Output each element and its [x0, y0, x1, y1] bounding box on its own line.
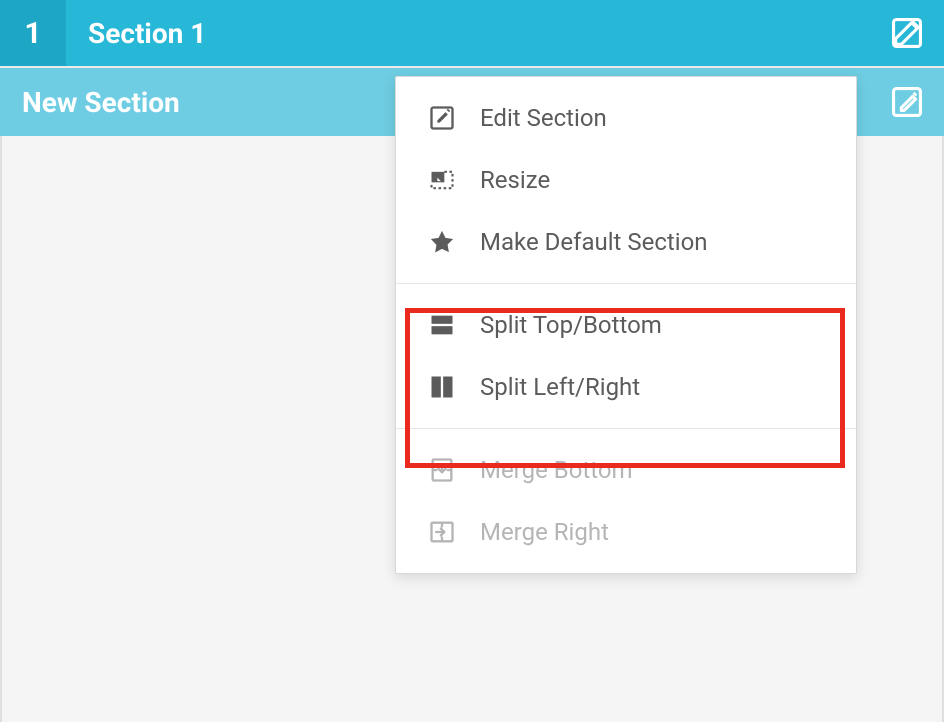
menu-item-label: Split Top/Bottom	[480, 311, 662, 339]
menu-item-label: Resize	[480, 166, 550, 194]
menu-item-make-default[interactable]: Make Default Section	[396, 211, 856, 273]
menu-item-label: Edit Section	[480, 104, 607, 132]
menu-item-split-top-bottom[interactable]: Split Top/Bottom	[396, 294, 856, 356]
edit-icon	[890, 85, 924, 119]
menu-item-label: Make Default Section	[480, 228, 708, 256]
menu-item-label: Split Left/Right	[480, 373, 640, 401]
menu-item-label: Merge Right	[480, 518, 609, 546]
split-horizontal-icon	[426, 309, 458, 341]
edit-icon	[426, 102, 458, 134]
split-vertical-icon	[426, 371, 458, 403]
menu-item-split-left-right[interactable]: Split Left/Right	[396, 356, 856, 418]
section-context-menu: Edit Section Resize Make	[395, 76, 857, 574]
resize-icon	[426, 164, 458, 196]
menu-group-merge: Merge Bottom Merge Right	[396, 429, 856, 573]
new-section-title: New Section	[22, 86, 180, 119]
menu-item-merge-right: Merge Right	[396, 501, 856, 563]
merge-right-icon	[426, 516, 458, 548]
section-number-badge: 1	[0, 0, 66, 66]
star-icon	[426, 226, 458, 258]
menu-item-merge-bottom: Merge Bottom	[396, 439, 856, 501]
section-header-bar: 1 Section 1	[0, 0, 944, 66]
merge-bottom-icon	[426, 454, 458, 486]
edit-new-section-button[interactable]	[890, 85, 924, 119]
menu-item-resize[interactable]: Resize	[396, 149, 856, 211]
menu-item-label: Merge Bottom	[480, 456, 633, 484]
menu-item-edit-section[interactable]: Edit Section	[396, 87, 856, 149]
section-title: Section 1	[66, 17, 206, 50]
adjacent-section-sliver	[933, 68, 944, 136]
edit-icon	[890, 16, 924, 50]
section-number: 1	[24, 16, 41, 51]
edit-section-1-button[interactable]	[890, 16, 924, 50]
menu-group-split: Split Top/Bottom Split Left/Right	[396, 284, 856, 428]
menu-group-edit: Edit Section Resize Make	[396, 77, 856, 283]
